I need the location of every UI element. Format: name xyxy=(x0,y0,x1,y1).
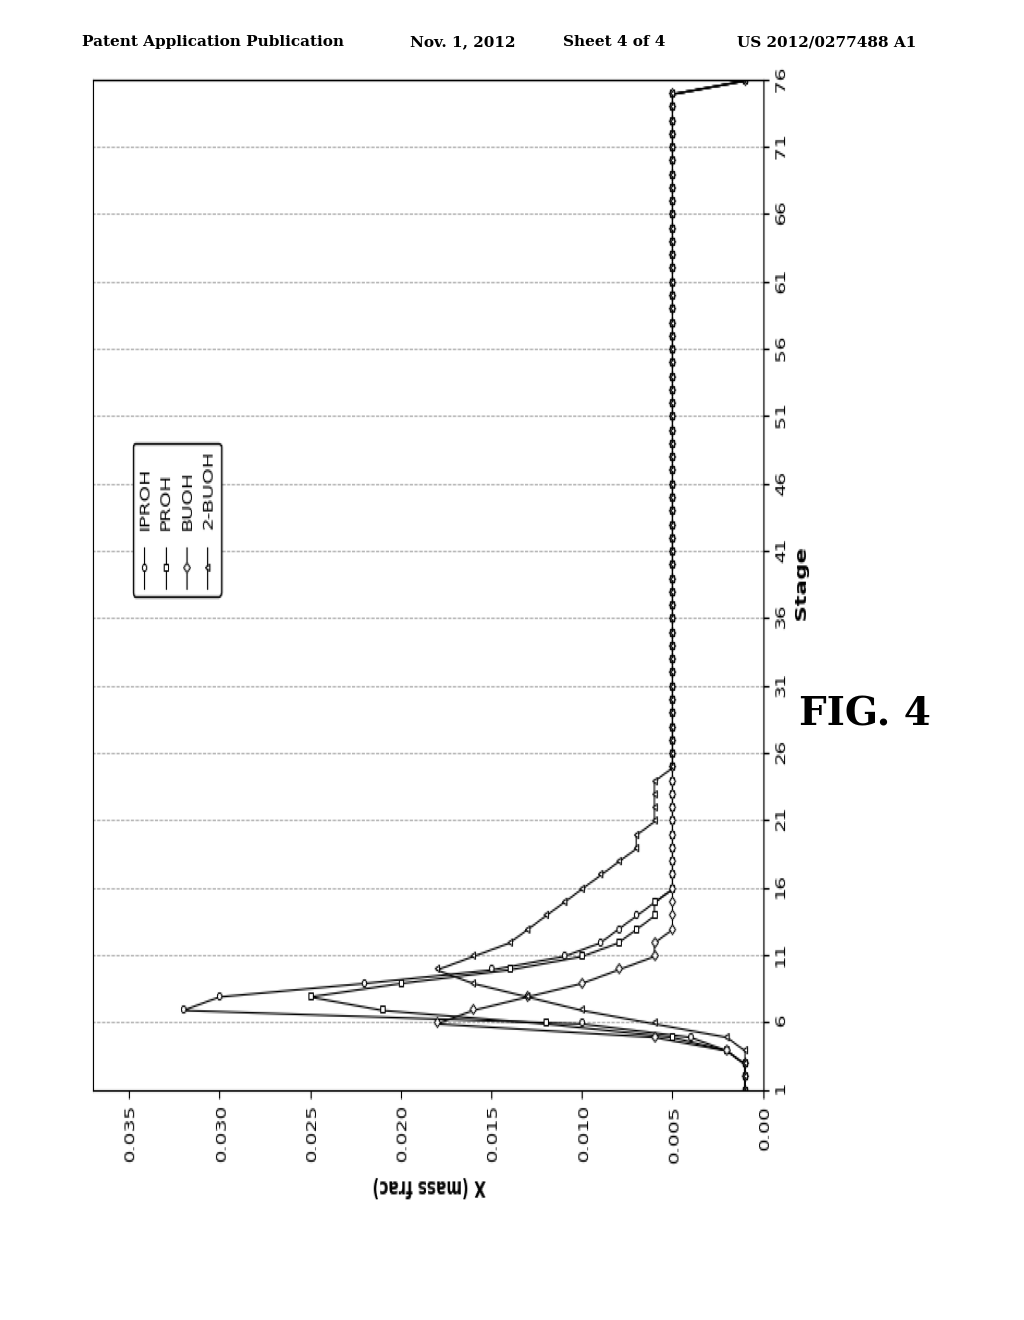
Text: US 2012/0277488 A1: US 2012/0277488 A1 xyxy=(737,36,916,49)
Text: FIG. 4: FIG. 4 xyxy=(799,696,931,734)
Text: Sheet 4 of 4: Sheet 4 of 4 xyxy=(563,36,666,49)
Text: Nov. 1, 2012: Nov. 1, 2012 xyxy=(410,36,515,49)
Text: Patent Application Publication: Patent Application Publication xyxy=(82,36,344,49)
